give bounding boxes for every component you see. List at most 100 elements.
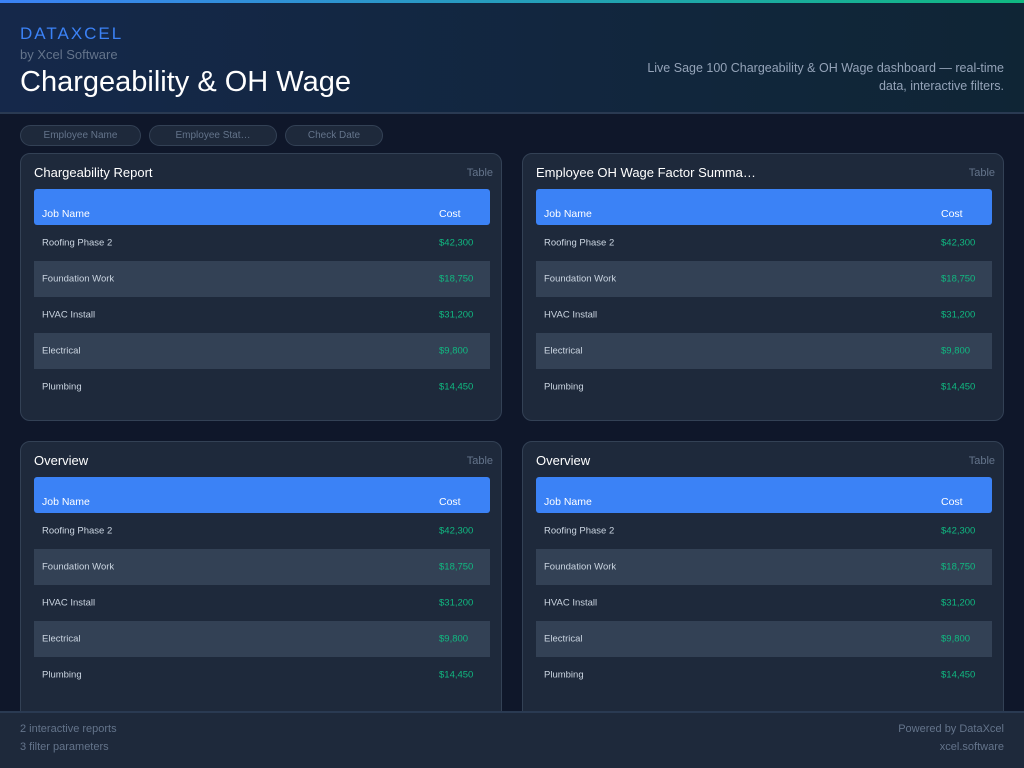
page-description: Live Sage 100 Chargeability & OH Wage da… bbox=[647, 61, 1004, 93]
job-name-cell: Foundation Work bbox=[544, 273, 617, 285]
job-name-cell: HVAC Install bbox=[544, 597, 598, 609]
cost-cell: $18,750 bbox=[941, 273, 976, 285]
card-type-label: Table bbox=[466, 455, 493, 467]
table-header: Job Name Cost bbox=[34, 189, 490, 225]
table-row[interactable]: Roofing Phase 2 $42,300 bbox=[34, 225, 490, 261]
table-row[interactable]: Plumbing $14,450 bbox=[536, 369, 992, 405]
cost-cell: $9,800 bbox=[941, 345, 971, 357]
card-title: Overview bbox=[34, 453, 89, 468]
card-type-label: Table bbox=[968, 455, 995, 467]
card-title: Employee OH Wage Factor Summa… bbox=[536, 165, 756, 180]
card-title: Overview bbox=[536, 453, 591, 468]
column-header-cost[interactable]: Cost bbox=[439, 208, 461, 220]
column-header-cost[interactable]: Cost bbox=[941, 208, 963, 220]
cost-cell: $9,800 bbox=[439, 345, 469, 357]
cost-cell: $14,450 bbox=[941, 669, 976, 681]
job-name-cell: Foundation Work bbox=[42, 561, 115, 573]
table-row[interactable]: Roofing Phase 2 $42,300 bbox=[536, 225, 992, 261]
table-row[interactable]: Electrical $9,800 bbox=[34, 621, 490, 657]
card-type-label: Table bbox=[968, 167, 995, 179]
column-header-job-name[interactable]: Job Name bbox=[544, 208, 592, 220]
powered-by: Powered by DataXcel bbox=[898, 723, 1004, 735]
filter-check-date[interactable]: Check Date bbox=[285, 125, 383, 146]
job-name-cell: HVAC Install bbox=[544, 309, 598, 321]
page-title: Chargeability & OH Wage bbox=[20, 66, 351, 98]
report-table: Job Name Cost Roofing Phase 2 $42,300 Found… bbox=[536, 477, 992, 693]
job-name-cell: Roofing Phase 2 bbox=[544, 237, 615, 249]
job-name-cell: HVAC Install bbox=[42, 309, 96, 321]
table-row[interactable]: Roofing Phase 2 $42,300 bbox=[34, 513, 490, 549]
brand-logo: DATAXCEL bbox=[20, 24, 124, 43]
job-name-cell: Foundation Work bbox=[544, 561, 617, 573]
table-row[interactable]: Electrical $9,800 bbox=[34, 333, 490, 369]
report-card: Chargeability Report Table Job Name Cost … bbox=[20, 153, 502, 421]
table-row[interactable]: Foundation Work $18,750 bbox=[536, 549, 992, 585]
column-header-cost[interactable]: Cost bbox=[439, 496, 461, 508]
job-name-cell: Plumbing bbox=[544, 669, 584, 681]
table-header: Job Name Cost bbox=[34, 477, 490, 513]
report-count: 2 interactive reports bbox=[20, 723, 117, 735]
column-header-job-name[interactable]: Job Name bbox=[544, 496, 592, 508]
job-name-cell: Electrical bbox=[544, 633, 583, 645]
table-row[interactable]: HVAC Install $31,200 bbox=[34, 585, 490, 621]
cost-cell: $18,750 bbox=[941, 561, 976, 573]
cost-cell: $14,450 bbox=[439, 669, 474, 681]
card-type-label: Table bbox=[466, 167, 493, 179]
table-row[interactable]: Roofing Phase 2 $42,300 bbox=[536, 513, 992, 549]
column-header-job-name[interactable]: Job Name bbox=[42, 496, 90, 508]
table-row[interactable]: HVAC Install $31,200 bbox=[34, 297, 490, 333]
cost-cell: $42,300 bbox=[439, 525, 474, 537]
job-name-cell: Plumbing bbox=[42, 669, 82, 681]
table-header: Job Name Cost bbox=[536, 189, 992, 225]
cost-cell: $42,300 bbox=[941, 525, 976, 537]
card-title: Chargeability Report bbox=[34, 165, 153, 180]
table-row[interactable]: HVAC Install $31,200 bbox=[536, 585, 992, 621]
cost-cell: $31,200 bbox=[439, 597, 474, 609]
report-table: Job Name Cost Roofing Phase 2 $42,300 Found… bbox=[34, 189, 490, 405]
footer: 2 interactive reports 3 filter parameter… bbox=[0, 711, 1024, 768]
cost-cell: $18,750 bbox=[439, 273, 474, 285]
cost-cell: $31,200 bbox=[439, 309, 474, 321]
filter-employee-name[interactable]: Employee Name bbox=[20, 125, 141, 146]
cost-cell: $31,200 bbox=[941, 309, 976, 321]
report-table: Job Name Cost Roofing Phase 2 $42,300 Found… bbox=[34, 477, 490, 693]
cost-cell: $14,450 bbox=[941, 381, 976, 393]
filter-count: 3 filter parameters bbox=[20, 741, 109, 753]
job-name-cell: Roofing Phase 2 bbox=[42, 237, 113, 249]
cost-cell: $42,300 bbox=[941, 237, 976, 249]
report-table: Job Name Cost Roofing Phase 2 $42,300 Found… bbox=[536, 189, 992, 405]
table-row[interactable]: Electrical $9,800 bbox=[536, 621, 992, 657]
table-row[interactable]: Plumbing $14,450 bbox=[536, 657, 992, 693]
job-name-cell: Electrical bbox=[42, 345, 81, 357]
job-name-cell: Electrical bbox=[42, 633, 81, 645]
cost-cell: $42,300 bbox=[439, 237, 474, 249]
filter-employee-status[interactable]: Employee Stat… bbox=[149, 125, 277, 146]
report-card: Employee OH Wage Factor Summa… Table Job… bbox=[522, 153, 1004, 421]
table-row[interactable]: Foundation Work $18,750 bbox=[34, 261, 490, 297]
job-name-cell: Electrical bbox=[544, 345, 583, 357]
table-header: Job Name Cost bbox=[536, 477, 992, 513]
job-name-cell: Roofing Phase 2 bbox=[42, 525, 113, 537]
site-link[interactable]: xcel.software bbox=[939, 741, 1004, 753]
job-name-cell: Plumbing bbox=[544, 381, 584, 393]
byline: by Xcel Software bbox=[20, 47, 118, 62]
job-name-cell: Plumbing bbox=[42, 381, 82, 393]
table-row[interactable]: Foundation Work $18,750 bbox=[536, 261, 992, 297]
table-row[interactable]: HVAC Install $31,200 bbox=[536, 297, 992, 333]
report-card: Overview Table Job Name Cost Roofing Phas… bbox=[522, 441, 1004, 741]
filter-bar: Employee Name Employee Stat… Check Date bbox=[20, 125, 383, 146]
report-card: Overview Table Job Name Cost Roofing Phas… bbox=[20, 441, 502, 741]
table-row[interactable]: Plumbing $14,450 bbox=[34, 657, 490, 693]
table-row[interactable]: Foundation Work $18,750 bbox=[34, 549, 490, 585]
column-header-job-name[interactable]: Job Name bbox=[42, 208, 90, 220]
cost-cell: $14,450 bbox=[439, 381, 474, 393]
job-name-cell: Roofing Phase 2 bbox=[544, 525, 615, 537]
table-row[interactable]: Plumbing $14,450 bbox=[34, 369, 490, 405]
job-name-cell: HVAC Install bbox=[42, 597, 96, 609]
job-name-cell: Foundation Work bbox=[42, 273, 115, 285]
column-header-cost[interactable]: Cost bbox=[941, 496, 963, 508]
table-row[interactable]: Electrical $9,800 bbox=[536, 333, 992, 369]
cost-cell: $18,750 bbox=[439, 561, 474, 573]
header: DATAXCEL by Xcel Software Chargeability … bbox=[0, 3, 1024, 114]
cost-cell: $9,800 bbox=[439, 633, 469, 645]
